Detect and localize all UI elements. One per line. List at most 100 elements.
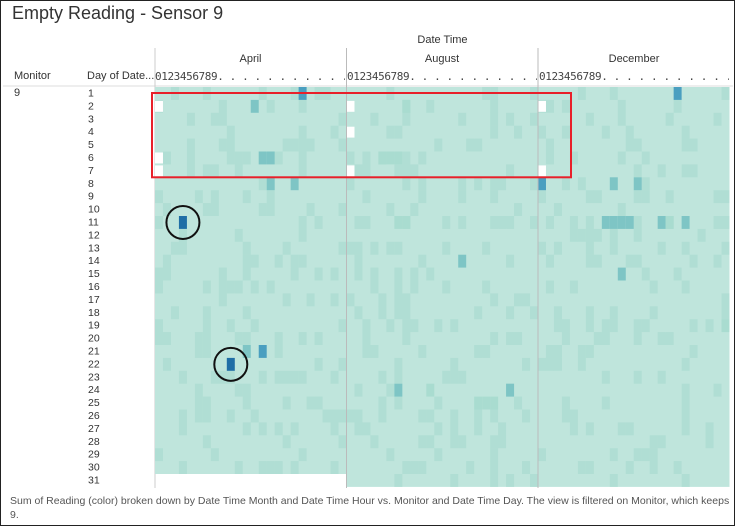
empty-cell[interactable] bbox=[538, 165, 546, 177]
heat-cell[interactable] bbox=[242, 345, 251, 358]
empty-cell[interactable] bbox=[346, 126, 355, 138]
month-header-august[interactable]: August bbox=[424, 53, 460, 65]
heat-cell-texture bbox=[218, 99, 227, 113]
heat-cell-texture bbox=[386, 125, 395, 139]
heat-cell[interactable] bbox=[665, 216, 674, 229]
heat-cell[interactable] bbox=[394, 151, 403, 165]
heat-cell[interactable] bbox=[258, 345, 267, 358]
heat-cell-texture bbox=[298, 228, 307, 242]
heat-cell[interactable] bbox=[458, 254, 467, 268]
heat-cell[interactable] bbox=[633, 177, 642, 191]
heat-cell-texture bbox=[641, 177, 650, 191]
heat-cell[interactable] bbox=[258, 151, 267, 165]
heat-cell[interactable] bbox=[625, 216, 634, 229]
day-label: 7 bbox=[88, 165, 94, 177]
row-header-monitor[interactable]: Monitor bbox=[14, 70, 51, 82]
heat-cell-texture bbox=[545, 216, 554, 229]
heat-cell-texture bbox=[474, 177, 483, 191]
heat-cell-texture bbox=[506, 112, 515, 126]
heat-cell[interactable] bbox=[426, 383, 435, 397]
heat-cell[interactable] bbox=[721, 319, 730, 333]
heat-cell-texture bbox=[202, 396, 211, 410]
heat-cell-texture bbox=[490, 474, 499, 487]
heat-cell[interactable] bbox=[178, 216, 187, 229]
heat-cell-texture bbox=[530, 306, 538, 320]
heat-cell[interactable] bbox=[657, 216, 666, 229]
heat-cell-texture bbox=[402, 164, 411, 178]
heat-cell-texture bbox=[426, 435, 435, 449]
heat-cell[interactable] bbox=[601, 216, 610, 229]
empty-cell[interactable] bbox=[155, 100, 163, 112]
heat-cell-texture bbox=[194, 190, 203, 204]
heat-cell-texture bbox=[362, 319, 371, 333]
heat-cell[interactable] bbox=[386, 151, 395, 165]
heat-cell-texture bbox=[426, 409, 435, 423]
heat-cell[interactable] bbox=[673, 87, 682, 100]
heat-cell[interactable] bbox=[609, 177, 618, 191]
heat-cell[interactable] bbox=[402, 216, 411, 229]
heat-cell[interactable] bbox=[617, 267, 626, 281]
heat-cell-texture bbox=[266, 461, 275, 474]
day-label: 27 bbox=[88, 423, 100, 435]
empty-cell[interactable] bbox=[538, 100, 546, 112]
day-label: 18 bbox=[88, 307, 100, 319]
heat-cell-texture bbox=[458, 177, 467, 191]
heat-cell[interactable] bbox=[482, 396, 491, 410]
heat-cell-texture bbox=[226, 319, 235, 333]
heat-cell[interactable] bbox=[617, 216, 626, 229]
heat-cell-texture bbox=[681, 422, 690, 436]
heat-cell-texture bbox=[633, 319, 642, 333]
heat-cell-texture bbox=[242, 396, 251, 410]
heat-cell[interactable] bbox=[538, 177, 546, 191]
heat-cell[interactable] bbox=[506, 383, 515, 397]
day-label: 28 bbox=[88, 436, 100, 448]
heat-cell-texture bbox=[202, 280, 211, 294]
heat-cell-texture bbox=[226, 409, 235, 423]
heat-cell-texture bbox=[170, 241, 179, 255]
heat-cell[interactable] bbox=[681, 216, 690, 229]
heat-cell-texture bbox=[490, 99, 499, 113]
heat-cell-texture bbox=[298, 254, 307, 268]
heat-cell[interactable] bbox=[250, 99, 259, 113]
heat-cell[interactable] bbox=[394, 216, 403, 229]
heat-cell-texture bbox=[210, 190, 219, 204]
heat-cell-texture bbox=[418, 435, 427, 449]
heat-cell-texture bbox=[585, 112, 594, 126]
row-header-day[interactable]: Day of Date... bbox=[87, 70, 155, 82]
heat-cell[interactable] bbox=[402, 99, 411, 113]
heat-cell-texture bbox=[178, 409, 187, 423]
heat-cell[interactable] bbox=[609, 216, 618, 229]
heat-cell[interactable] bbox=[490, 396, 499, 410]
heat-cell[interactable] bbox=[394, 383, 403, 397]
heat-cell-texture bbox=[155, 448, 163, 462]
heat-cell-texture bbox=[410, 203, 419, 216]
heat-cell-texture bbox=[186, 138, 195, 152]
heat-cell[interactable] bbox=[266, 177, 275, 191]
heat-cell-texture bbox=[186, 151, 195, 165]
heat-cell-texture bbox=[282, 138, 291, 152]
heat-cell[interactable] bbox=[290, 177, 299, 191]
heat-cell-texture bbox=[346, 177, 355, 191]
heat-cell[interactable] bbox=[266, 151, 275, 165]
empty-cell[interactable] bbox=[346, 165, 355, 177]
heat-cell-texture bbox=[538, 448, 546, 462]
empty-cell[interactable] bbox=[155, 152, 163, 164]
heat-cell-texture bbox=[338, 112, 347, 126]
empty-cell[interactable] bbox=[155, 165, 163, 177]
heat-cell-texture bbox=[665, 332, 674, 345]
heat-cell-texture bbox=[394, 370, 403, 384]
empty-cell[interactable] bbox=[346, 100, 355, 112]
heat-cell-texture bbox=[490, 461, 499, 474]
month-header-april[interactable]: April bbox=[239, 53, 262, 65]
heat-cell[interactable] bbox=[378, 151, 387, 165]
heat-cell-texture bbox=[665, 190, 674, 204]
heat-cell-texture bbox=[585, 422, 594, 436]
heat-cell-texture bbox=[609, 448, 618, 462]
month-header-december[interactable]: December bbox=[608, 53, 660, 65]
heat-cell-texture bbox=[538, 190, 546, 204]
heat-cell[interactable] bbox=[226, 357, 235, 371]
heat-cell-texture bbox=[561, 125, 570, 139]
heat-cell[interactable] bbox=[474, 396, 483, 410]
monitor-value[interactable]: 9 bbox=[14, 87, 21, 99]
